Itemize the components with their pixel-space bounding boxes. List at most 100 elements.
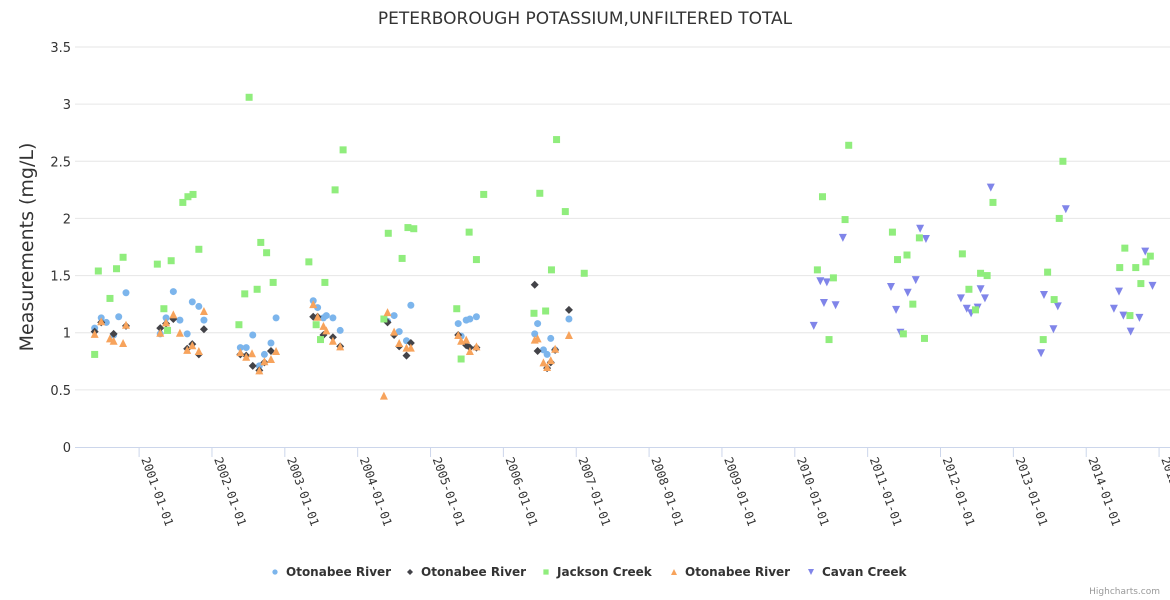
data-point[interactable] <box>322 312 330 320</box>
data-point[interactable] <box>533 334 542 343</box>
data-point[interactable] <box>1044 268 1052 276</box>
legend-item[interactable]: Cavan Creek <box>808 565 908 579</box>
data-point[interactable] <box>184 193 192 201</box>
data-point[interactable] <box>189 190 197 198</box>
legend-item[interactable]: Otonabee River <box>671 565 790 579</box>
data-point[interactable] <box>1039 336 1047 344</box>
data-point[interactable] <box>156 328 165 337</box>
data-point[interactable] <box>402 351 411 360</box>
legend-item[interactable]: Jackson Creek <box>543 565 653 579</box>
data-point[interactable] <box>380 315 388 323</box>
data-point[interactable] <box>406 339 415 347</box>
data-point[interactable] <box>266 355 275 363</box>
data-point[interactable] <box>406 343 415 352</box>
data-point[interactable] <box>383 308 392 317</box>
data-point[interactable] <box>245 93 253 101</box>
data-point[interactable] <box>257 238 265 246</box>
data-point[interactable] <box>822 278 831 287</box>
data-point[interactable] <box>1050 296 1058 304</box>
data-point[interactable] <box>241 290 249 298</box>
data-point[interactable] <box>816 277 825 286</box>
data-point[interactable] <box>1126 312 1134 320</box>
data-point[interactable] <box>317 336 325 344</box>
data-point[interactable] <box>530 309 538 317</box>
data-point[interactable] <box>1055 214 1063 222</box>
data-point[interactable] <box>321 278 329 286</box>
data-point[interactable] <box>1039 291 1048 299</box>
data-point[interactable] <box>407 301 415 309</box>
data-point[interactable] <box>309 300 318 309</box>
data-point[interactable] <box>564 331 573 339</box>
data-point[interactable] <box>169 310 178 319</box>
data-point[interactable] <box>410 225 418 233</box>
data-point[interactable] <box>845 141 853 149</box>
data-point[interactable] <box>109 336 118 345</box>
data-point[interactable] <box>989 198 997 206</box>
data-point[interactable] <box>267 339 275 347</box>
data-point[interactable] <box>269 278 277 286</box>
legend-item[interactable]: Otonabee River <box>272 565 391 579</box>
data-point[interactable] <box>886 283 895 291</box>
data-point[interactable] <box>838 233 847 242</box>
data-point[interactable] <box>980 294 989 303</box>
data-point[interactable] <box>331 186 339 194</box>
data-point[interactable] <box>164 326 172 334</box>
data-point[interactable] <box>534 320 542 328</box>
data-point[interactable] <box>121 320 130 329</box>
data-point[interactable] <box>1049 325 1058 334</box>
data-point[interactable] <box>542 307 550 315</box>
data-point[interactable] <box>260 357 269 366</box>
data-point[interactable] <box>167 257 175 265</box>
data-point[interactable] <box>195 302 203 310</box>
data-point[interactable] <box>958 250 966 258</box>
data-point[interactable] <box>457 355 465 363</box>
data-point[interactable] <box>329 314 337 322</box>
data-point[interactable] <box>1132 264 1140 272</box>
data-point[interactable] <box>829 274 837 282</box>
data-point[interactable] <box>956 294 965 303</box>
data-point[interactable] <box>533 347 542 355</box>
data-point[interactable] <box>113 265 121 273</box>
data-point[interactable] <box>322 326 331 335</box>
data-point[interactable] <box>97 317 106 326</box>
data-point[interactable] <box>328 336 337 345</box>
data-point[interactable] <box>1126 327 1135 336</box>
data-point[interactable] <box>336 326 344 334</box>
data-point[interactable] <box>242 352 251 361</box>
data-point[interactable] <box>899 330 907 338</box>
data-point[interactable] <box>472 256 480 264</box>
data-point[interactable] <box>1053 302 1062 311</box>
data-point[interactable] <box>188 298 196 306</box>
data-point[interactable] <box>253 285 261 293</box>
data-point[interactable] <box>1146 252 1154 260</box>
data-point[interactable] <box>236 348 245 357</box>
data-point[interactable] <box>888 228 896 236</box>
data-point[interactable] <box>194 347 203 355</box>
data-point[interactable] <box>176 316 184 324</box>
data-point[interactable] <box>242 344 250 352</box>
data-point[interactable] <box>916 224 925 233</box>
data-point[interactable] <box>965 285 973 293</box>
data-point[interactable] <box>809 321 818 330</box>
data-point[interactable] <box>480 190 488 198</box>
data-point[interactable] <box>962 304 971 313</box>
data-point[interactable] <box>561 208 569 216</box>
data-point[interactable] <box>1148 281 1157 290</box>
data-point[interactable] <box>1141 247 1150 256</box>
data-point[interactable] <box>1109 304 1118 313</box>
data-point[interactable] <box>825 336 833 344</box>
data-point[interactable] <box>91 350 99 358</box>
data-point[interactable] <box>986 183 995 192</box>
data-point[interactable] <box>94 267 102 275</box>
data-point[interactable] <box>819 299 828 307</box>
data-point[interactable] <box>162 318 171 327</box>
data-point[interactable] <box>546 356 555 365</box>
data-point[interactable] <box>336 342 345 351</box>
data-point[interactable] <box>162 314 170 322</box>
data-point[interactable] <box>543 350 551 358</box>
data-point[interactable] <box>398 254 406 262</box>
data-point[interactable] <box>565 315 573 323</box>
data-point[interactable] <box>472 342 481 351</box>
data-point[interactable] <box>109 329 118 338</box>
data-point[interactable] <box>248 361 257 370</box>
